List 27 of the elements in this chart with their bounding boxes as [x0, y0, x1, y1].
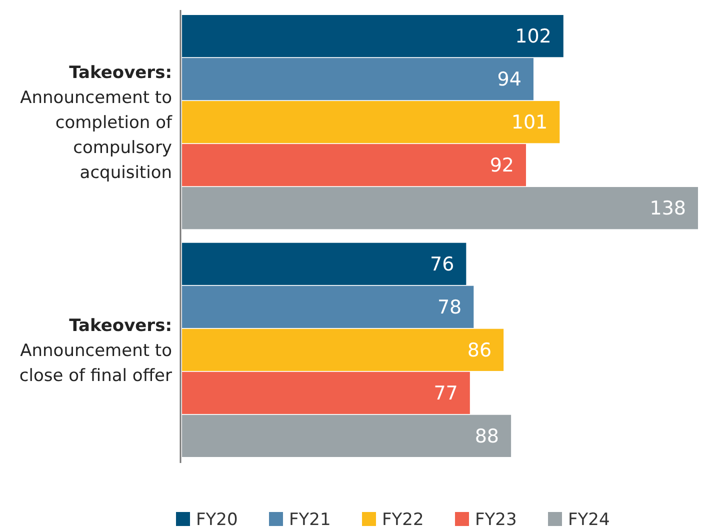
data-label: 92 — [490, 154, 514, 177]
bar — [182, 286, 474, 328]
bar — [182, 58, 534, 100]
data-label: 77 — [434, 382, 458, 405]
data-label: 101 — [511, 112, 548, 134]
data-label: 76 — [430, 254, 454, 276]
bar — [182, 372, 470, 414]
data-label: 78 — [437, 296, 462, 319]
bar — [182, 187, 698, 230]
legend-label: FY23 — [475, 510, 517, 529]
bar — [182, 144, 526, 186]
bar — [182, 242, 466, 285]
legend-label: FY21 — [289, 510, 331, 529]
legend-label: FY20 — [196, 510, 238, 529]
bar — [182, 15, 564, 58]
bar — [182, 328, 504, 371]
data-label: 94 — [497, 68, 522, 91]
bar — [182, 101, 560, 144]
data-label: 88 — [474, 426, 500, 448]
data-label: 102 — [515, 26, 552, 48]
y-tick-label: Takeovers: Announcement to close of final offer — [19, 316, 172, 386]
legend-label: FY22 — [382, 510, 424, 529]
legend-label: FY24 — [568, 510, 610, 529]
data-label: 86 — [467, 340, 492, 362]
y-tick-label: Takeovers: Announcement to completion of compulsory acquisition — [20, 63, 174, 184]
data-label: 138 — [650, 198, 686, 220]
bar — [182, 414, 512, 457]
